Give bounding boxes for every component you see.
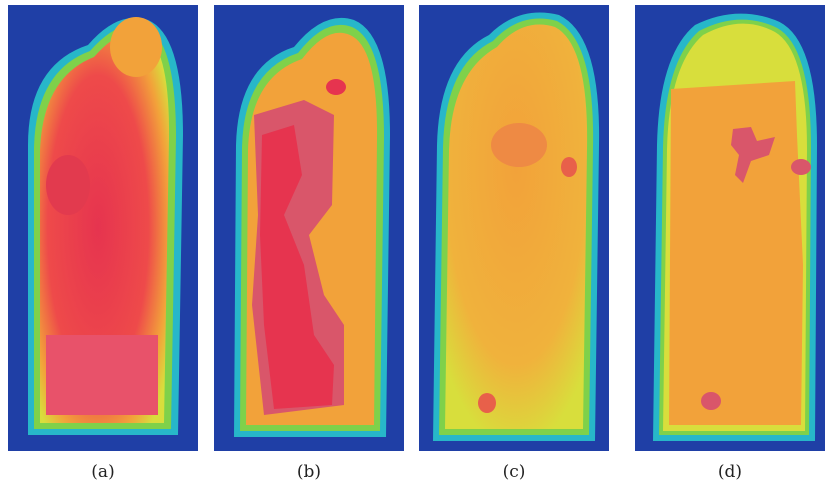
- caption-b: (b): [296, 462, 322, 482]
- thermal-foot-b-svg: [214, 5, 404, 451]
- thermal-foot-a-svg: [8, 5, 198, 451]
- thermal-image-d: [635, 5, 825, 451]
- toe-hotspot: [326, 79, 346, 95]
- thermal-image-a: [8, 5, 198, 451]
- thermal-foot-d-svg: [635, 5, 825, 451]
- hotspot-cluster: [731, 127, 775, 183]
- big-toe: [110, 17, 162, 77]
- thermal-image-c: [419, 5, 609, 451]
- caption-d: (d): [717, 462, 743, 482]
- heel-hotspot: [701, 392, 721, 410]
- thermal-foot-c-svg: [419, 5, 609, 451]
- thermal-image-b: [214, 5, 404, 451]
- heel-hotspot: [478, 393, 496, 413]
- hotspot: [46, 155, 90, 215]
- hotspot: [791, 159, 811, 175]
- foot-body: [669, 81, 803, 425]
- heel-region: [46, 335, 158, 415]
- caption-c: (c): [502, 462, 526, 482]
- foot-body: [40, 32, 170, 423]
- warm-spot: [491, 123, 547, 167]
- hotspot: [561, 157, 577, 177]
- hot-zone: [260, 125, 334, 409]
- foot-body: [445, 24, 588, 429]
- caption-a: (a): [91, 462, 115, 482]
